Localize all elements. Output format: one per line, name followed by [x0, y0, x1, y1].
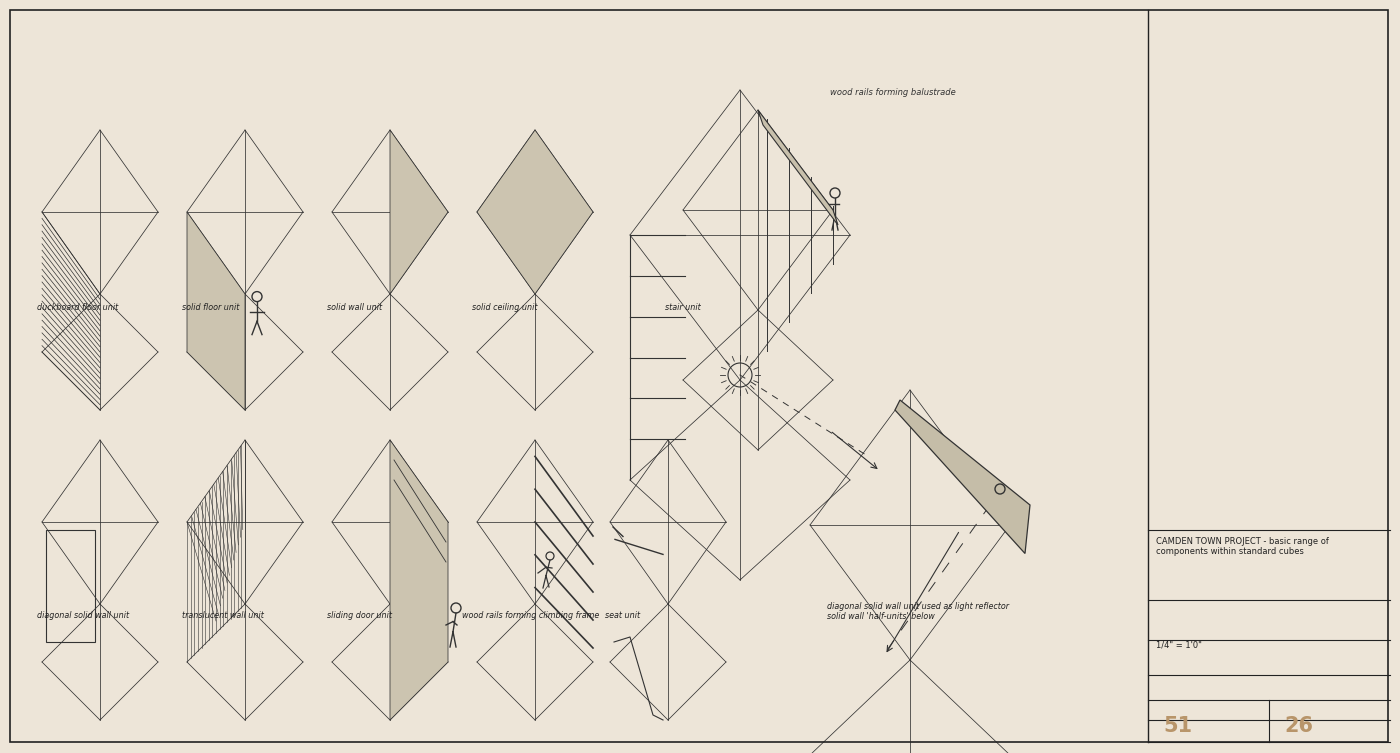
Text: duckboard floor unit: duckboard floor unit: [36, 303, 118, 312]
Text: wood rails forming climbing frame: wood rails forming climbing frame: [462, 611, 599, 620]
Text: diagonal solid wall unit used as light reflector
solid wall 'half-units' below: diagonal solid wall unit used as light r…: [827, 602, 1009, 621]
Polygon shape: [757, 110, 839, 225]
Bar: [46, 530, 95, 642]
Polygon shape: [391, 440, 448, 720]
Text: translucent wall unit: translucent wall unit: [182, 611, 263, 620]
Text: wood rails forming balustrade: wood rails forming balustrade: [830, 88, 956, 97]
Text: 1/4" = 1'0": 1/4" = 1'0": [1156, 641, 1201, 650]
Text: seat unit: seat unit: [605, 611, 640, 620]
Polygon shape: [391, 130, 448, 294]
Polygon shape: [188, 212, 245, 410]
Text: solid wall unit: solid wall unit: [328, 303, 382, 312]
Text: solid floor unit: solid floor unit: [182, 303, 239, 312]
Text: stair unit: stair unit: [665, 303, 701, 312]
Text: diagonal solid wall unit: diagonal solid wall unit: [36, 611, 129, 620]
Text: 51: 51: [1163, 716, 1193, 736]
Text: solid ceiling unit: solid ceiling unit: [472, 303, 538, 312]
Polygon shape: [477, 130, 594, 294]
Text: CAMDEN TOWN PROJECT - basic range of
components within standard cubes: CAMDEN TOWN PROJECT - basic range of com…: [1156, 537, 1329, 556]
Text: 26: 26: [1284, 716, 1313, 736]
Polygon shape: [895, 400, 1030, 553]
Text: sliding door unit: sliding door unit: [328, 611, 392, 620]
